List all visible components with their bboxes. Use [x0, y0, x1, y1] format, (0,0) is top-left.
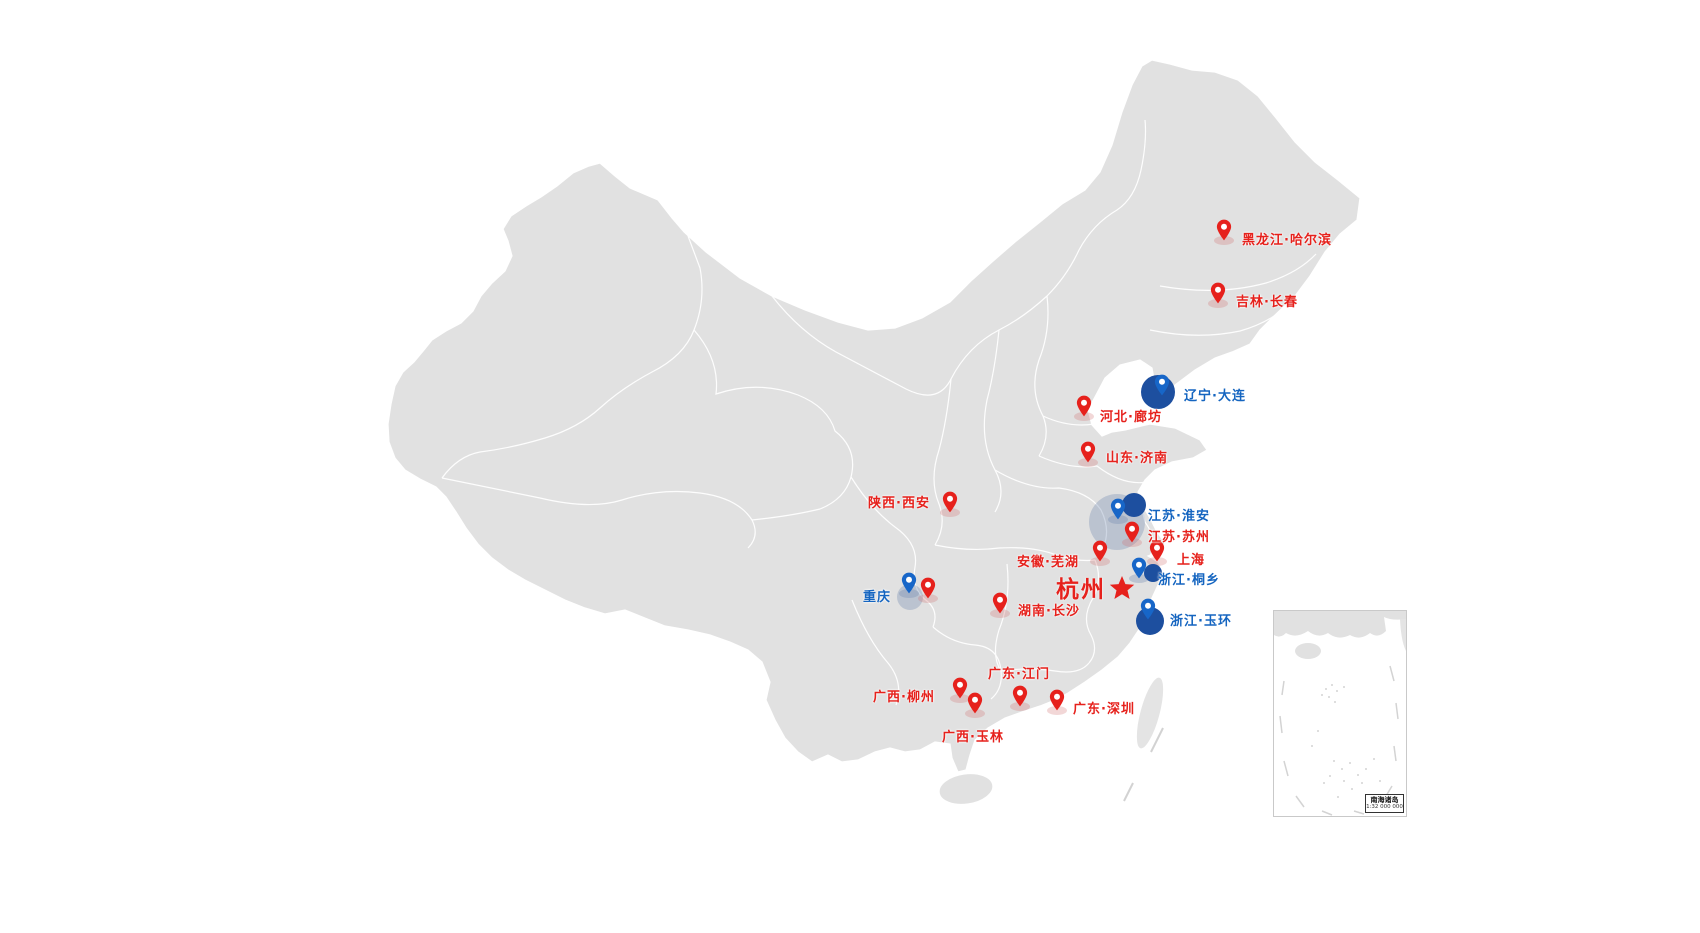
map-pin[interactable]: [1080, 441, 1096, 463]
inset-islands: [1311, 684, 1381, 798]
map-pin[interactable]: [1012, 685, 1028, 707]
map-pin[interactable]: [952, 677, 968, 699]
inset-hainan: [1295, 643, 1321, 659]
pin-tip-halo: [1010, 702, 1030, 711]
map-pin[interactable]: [1049, 689, 1065, 711]
province-borders: [441, 119, 1317, 706]
pin-tip-halo: [1147, 557, 1167, 566]
map-pin[interactable]: [1154, 374, 1170, 396]
map-pin-label[interactable]: 辽宁·大连: [1184, 389, 1246, 404]
south-china-sea-inset: 南海诸岛 1:32 000 000: [1273, 610, 1407, 817]
map-pin[interactable]: [920, 577, 936, 599]
map-pin-label[interactable]: 安徽·芜湖: [1017, 555, 1079, 570]
pin-tip-halo: [1047, 706, 1067, 715]
hainan-island: [938, 773, 994, 805]
map-pin[interactable]: [1131, 557, 1147, 579]
map-pin[interactable]: [1092, 540, 1108, 562]
map-pin-label[interactable]: 黑龙江·哈尔滨: [1242, 233, 1332, 248]
pin-tip-halo: [990, 609, 1010, 618]
map-pin-label[interactable]: 湖南·长沙: [1018, 604, 1080, 619]
map-pin[interactable]: [1216, 219, 1232, 241]
hq-star-icon[interactable]: [1109, 575, 1135, 599]
map-pin[interactable]: [1076, 395, 1092, 417]
map-pin[interactable]: [942, 491, 958, 513]
pin-tip-halo: [1108, 515, 1128, 524]
inset-scale: 1:32 000 000: [1366, 804, 1403, 810]
map-pin[interactable]: [1140, 598, 1156, 620]
inset-dash-line: [1279, 665, 1399, 816]
map-pin[interactable]: [1210, 282, 1226, 304]
map-pin[interactable]: [901, 572, 917, 594]
pin-tip-halo: [1090, 557, 1110, 566]
city-badge: [1122, 493, 1146, 517]
pin-tip-halo: [1214, 236, 1234, 245]
pin-tip-halo: [918, 594, 938, 603]
city-badge: [1144, 564, 1162, 582]
map-pin[interactable]: [992, 592, 1008, 614]
pin-tip-halo: [965, 709, 985, 718]
map-pin-label[interactable]: 广西·玉林: [942, 730, 1004, 745]
map-pin-label[interactable]: 江苏·淮安: [1148, 509, 1210, 524]
map-pin[interactable]: [1110, 498, 1126, 520]
pin-tip-halo: [950, 694, 970, 703]
map-pin[interactable]: [1124, 521, 1140, 543]
map-pin-label[interactable]: 浙江·桐乡: [1158, 573, 1220, 588]
map-pin[interactable]: [967, 692, 983, 714]
map-pin-label[interactable]: 上海: [1177, 553, 1206, 568]
map-pin-label[interactable]: 江苏·苏州: [1148, 530, 1210, 545]
inset-map-svg: [1274, 611, 1406, 816]
pin-tip-halo: [1208, 299, 1228, 308]
map-pin-label[interactable]: 山东·济南: [1106, 451, 1168, 466]
map-pin-label[interactable]: 广东·江门: [988, 667, 1050, 682]
taiwan-island: [1135, 676, 1165, 750]
nine-dash-line-main: [1123, 727, 1164, 802]
hq-label[interactable]: 杭州: [1056, 577, 1106, 603]
pin-tip-halo: [899, 589, 919, 598]
inset-coastline: [1274, 611, 1406, 638]
inset-taiwan: [1400, 619, 1406, 651]
pin-tip-halo: [940, 508, 960, 517]
map-pin-label[interactable]: 广西·柳州: [873, 690, 935, 705]
map-pin-label[interactable]: 河北·廊坊: [1100, 410, 1162, 425]
pin-tip-halo: [1122, 538, 1142, 547]
map-pin-label[interactable]: 重庆: [863, 590, 892, 605]
map-pin-label[interactable]: 陕西·西安: [868, 496, 930, 511]
map-pin-label[interactable]: 广东·深圳: [1073, 702, 1135, 717]
inset-label-box: 南海诸岛 1:32 000 000: [1365, 794, 1404, 813]
pin-tip-halo: [1074, 412, 1094, 421]
pin-tip-halo: [1078, 458, 1098, 467]
pin-tip-halo: [1129, 574, 1149, 583]
map-pin[interactable]: [1149, 540, 1165, 562]
map-pin-label[interactable]: 吉林·长春: [1236, 295, 1298, 310]
inset-title: 南海诸岛: [1370, 796, 1399, 804]
map-pin-label[interactable]: 浙江·玉环: [1170, 614, 1232, 629]
